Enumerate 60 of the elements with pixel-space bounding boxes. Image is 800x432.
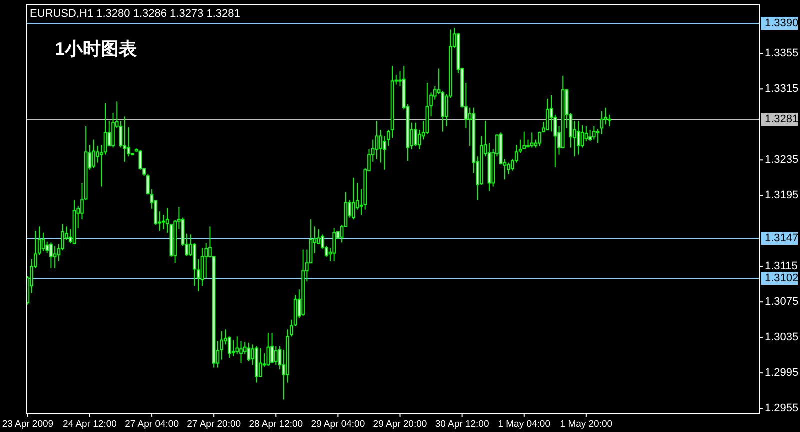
candlestick <box>92 139 96 169</box>
candlestick <box>166 208 170 234</box>
candlestick <box>119 120 123 148</box>
candlestick <box>274 346 278 366</box>
candlestick <box>580 125 584 148</box>
text: 1小时图表 <box>55 39 138 59</box>
candlestick <box>596 128 600 144</box>
candlestick <box>546 98 550 130</box>
x-tick-label: 27 Apr 04:00 <box>125 419 179 430</box>
candlestick <box>162 214 166 230</box>
candlestick <box>258 348 262 378</box>
candlestick <box>550 94 554 132</box>
x-tick-label: 29 Apr 04:00 <box>311 419 366 430</box>
candlestick <box>240 340 243 364</box>
y-tick-label: 1.3035 <box>765 331 799 344</box>
candlestick <box>588 129 592 142</box>
candlestick <box>538 131 542 146</box>
ref-line-label: 1.3281 <box>765 113 799 126</box>
candlestick <box>42 232 46 252</box>
candlestick <box>576 120 580 156</box>
candlestick <box>53 246 57 269</box>
candlestick <box>375 120 379 160</box>
y-tick-label: 1.3075 <box>765 296 799 308</box>
x-tick-label: 23 Apr 2009 <box>2 419 54 430</box>
candlestick <box>441 90 445 132</box>
candlestick <box>200 247 204 287</box>
y-tick-label: 1.3235 <box>765 154 799 166</box>
y-tick-label: 1.2995 <box>765 366 799 379</box>
candlestick <box>522 131 526 150</box>
candlestick <box>266 332 270 366</box>
ref-line-label: 1.3102 <box>765 272 799 284</box>
x-tick-label: 24 Apr 12:00 <box>63 419 117 430</box>
candlestick <box>228 336 232 358</box>
y-tick-label: 1.3315 <box>765 83 799 96</box>
candlestick <box>600 110 604 135</box>
x-tick-label: 1 May 20:00 <box>560 419 613 430</box>
candlestick <box>270 332 274 364</box>
candlestick <box>332 228 336 262</box>
candlestick <box>50 242 53 269</box>
x-tick-label: 27 Apr 20:00 <box>187 419 242 430</box>
candlestick <box>232 340 236 357</box>
candlestick <box>530 132 534 148</box>
x-tick-label: 29 Apr 20:00 <box>373 419 428 430</box>
annotation: EURUSD,H1 1.3280 1.3286 1.3273 1.3281 <box>30 8 240 20</box>
candlestick <box>414 122 418 146</box>
x-tick-label: 30 Apr 12:00 <box>435 419 490 430</box>
candlestick <box>584 126 588 142</box>
y-tick-label: 1.3115 <box>765 260 798 273</box>
y-tick-label: 1.3355 <box>765 48 799 60</box>
ref-line-label: 1.3147 <box>765 232 799 244</box>
ref-line-label: 1.3390 <box>765 17 799 30</box>
x-tick-label: 28 Apr 12:00 <box>249 419 304 430</box>
candlestick <box>247 342 251 362</box>
candlestick <box>592 126 596 140</box>
y-tick-label: 1.3195 <box>765 190 799 202</box>
x-tick-label: 1 May 04:00 <box>498 419 551 430</box>
y-tick-label: 1.2955 <box>765 402 799 414</box>
candlestick <box>104 102 108 156</box>
candlestick <box>352 177 356 220</box>
candlestick <box>123 116 127 162</box>
